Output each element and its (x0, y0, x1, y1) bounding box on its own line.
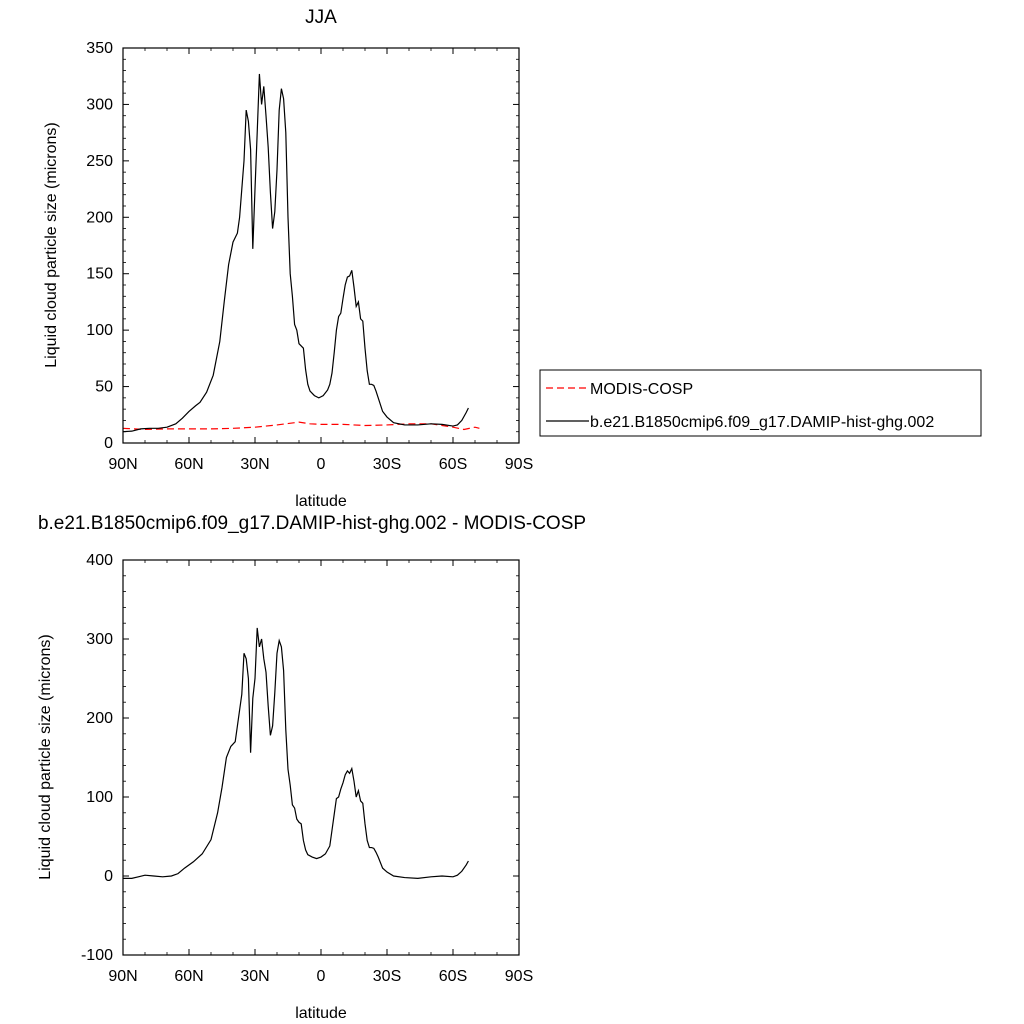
x-tick-label: 90N (108, 968, 137, 985)
chart-panel-difference: b.e21.B1850cmip6.f09_g17.DAMIP-hist-ghg.… (37, 513, 586, 1022)
chart-panel-jja: JJA 90N 60N 30N 0 30S 60S 90S 0 50 100 150 200 250 30… (43, 7, 982, 510)
x-tick-label: 30N (240, 968, 269, 985)
x-tick-label: 30S (373, 456, 401, 473)
plot-frame (122, 559, 520, 956)
plot-frame (122, 47, 520, 444)
y-tick-label: 350 (86, 40, 113, 57)
x-axis-label: latitude (295, 493, 347, 510)
x-tick-label: 60N (174, 968, 203, 985)
chart-title: JJA (305, 7, 337, 28)
y-tick-label: 300 (86, 96, 113, 113)
x-tick-label: 0 (317, 456, 326, 473)
y-tick-label: 200 (86, 209, 113, 226)
plot-area: 90N 60N 30N 0 30S 60S 90S 0 50 100 150 200 250 300 350 (86, 40, 533, 473)
chart-title: b.e21.B1850cmip6.f09_g17.DAMIP-hist-ghg.… (38, 513, 586, 534)
y-tick-label: 200 (86, 710, 113, 727)
y-tick-label: -100 (81, 947, 113, 964)
series-line-modis-cosp (122, 421, 480, 431)
x-tick-label: 30S (373, 968, 401, 985)
x-tick-label: 60S (439, 968, 467, 985)
series-line-difference-0 (123, 627, 469, 879)
legend-label-model: b.e21.B1850cmip6.f09_g17.DAMIP-hist-ghg.… (590, 414, 934, 431)
x-tick-label: 90S (505, 456, 533, 473)
plot-area: 90N 60N 30N 0 30S 60S 90S -100 0 100 200 300 400 (81, 552, 533, 985)
x-tick-label: 30N (240, 456, 269, 473)
series-line-b-e21-b1850cmip6-f09-g17-damip-hist-ghg-002 (122, 73, 469, 433)
x-tick-label: 60S (439, 456, 467, 473)
y-tick-label: 400 (86, 552, 113, 569)
y-tick-label: 100 (86, 322, 113, 339)
x-tick-label: 60N (174, 456, 203, 473)
legend-box (539, 369, 982, 437)
x-axis-label: latitude (295, 1005, 347, 1022)
y-tick-label: 0 (104, 435, 113, 452)
y-tick-label: 300 (86, 631, 113, 648)
x-tick-label: 0 (317, 968, 326, 985)
y-tick-label: 0 (104, 868, 113, 885)
legend-label-modis-cosp: MODIS-COSP (590, 381, 693, 398)
x-tick-label: 90S (505, 968, 533, 985)
y-axis-label: Liquid cloud particle size (microns) (37, 634, 54, 879)
legend: MODIS-COSP b.e21.B1850cmip6.f09_g17.DAMI… (539, 369, 982, 437)
y-axis-label: Liquid cloud particle size (microns) (43, 122, 60, 367)
y-tick-label: 250 (86, 153, 113, 170)
y-tick-label: 50 (95, 379, 113, 396)
y-tick-label: 150 (86, 266, 113, 283)
y-tick-label: 100 (86, 789, 113, 806)
x-tick-label: 90N (108, 456, 137, 473)
